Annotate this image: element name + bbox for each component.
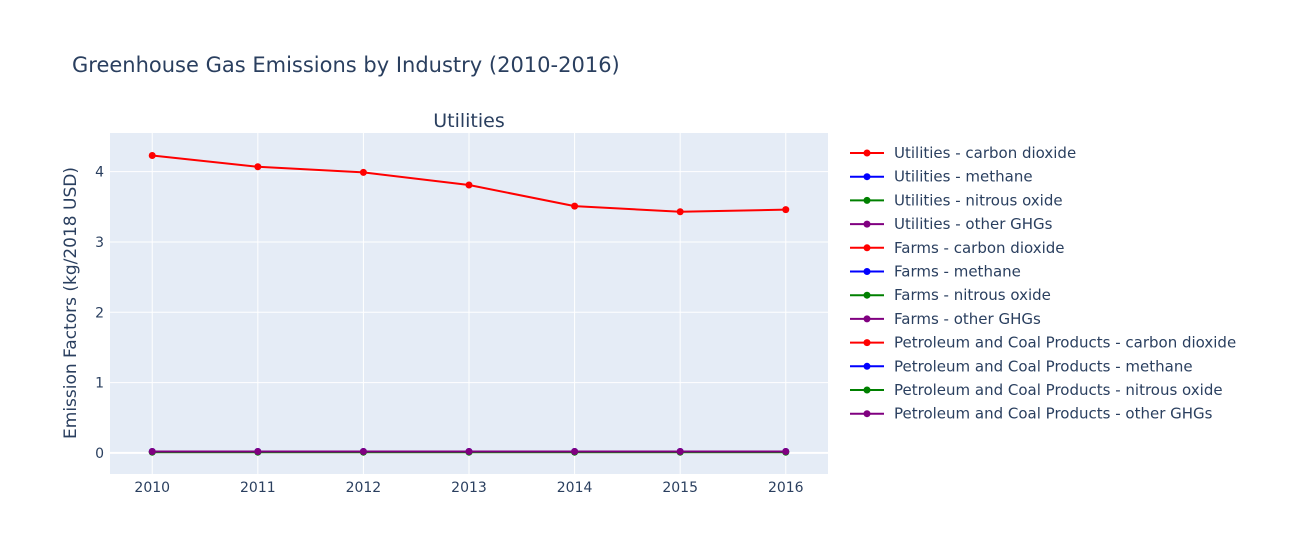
- legend-label: Petroleum and Coal Products - other GHGs: [894, 405, 1213, 423]
- legend-marker: [863, 196, 871, 204]
- data-point: [359, 168, 367, 176]
- legend-marker: [863, 291, 871, 299]
- series: [148, 448, 790, 456]
- data-point: [676, 208, 684, 216]
- y-tick-label: 1: [95, 376, 104, 392]
- legend-marker: [863, 149, 871, 157]
- x-tick-label: 2012: [346, 480, 382, 496]
- legend-item[interactable]: Utilities - methane: [850, 168, 1033, 186]
- legend-marker: [863, 173, 871, 181]
- legend[interactable]: Utilities - carbon dioxide Utilities - me…: [850, 144, 1236, 423]
- data-point: [465, 448, 473, 456]
- series-layer: [148, 151, 790, 456]
- y-tick-label: 4: [95, 165, 104, 181]
- legend-item[interactable]: Utilities - carbon dioxide: [850, 144, 1076, 162]
- legend-item[interactable]: Utilities - other GHGs: [850, 215, 1053, 233]
- x-tick-label: 2011: [240, 480, 276, 496]
- legend-label: Farms - methane: [894, 263, 1021, 281]
- legend-label: Utilities - nitrous oxide: [894, 191, 1063, 209]
- legend-item[interactable]: Petroleum and Coal Products - methane: [850, 357, 1193, 375]
- data-point: [465, 181, 473, 189]
- legend-item[interactable]: Farms - other GHGs: [850, 310, 1041, 328]
- y-tick-label: 2: [95, 305, 104, 321]
- x-tick-label: 2010: [134, 480, 170, 496]
- legend-item[interactable]: Utilities - nitrous oxide: [850, 191, 1063, 209]
- legend-item[interactable]: Petroleum and Coal Products - carbon dio…: [850, 334, 1236, 352]
- legend-label: Petroleum and Coal Products - carbon dio…: [894, 334, 1236, 352]
- series: [148, 151, 790, 216]
- y-tick-label: 0: [95, 446, 104, 462]
- x-tick-label: 2015: [662, 480, 698, 496]
- legend-label: Utilities - carbon dioxide: [894, 144, 1076, 162]
- data-point: [254, 163, 262, 171]
- y-tick-label: 3: [95, 235, 104, 251]
- legend-marker: [863, 315, 871, 323]
- legend-marker: [863, 268, 871, 275]
- legend-item[interactable]: Farms - carbon dioxide: [850, 239, 1065, 257]
- data-point: [148, 448, 156, 456]
- legend-marker: [863, 339, 871, 347]
- y-axis-ticks: 0 1 2 3 4: [95, 165, 104, 462]
- legend-label: Farms - other GHGs: [894, 310, 1041, 328]
- x-tick-label: 2013: [451, 480, 487, 496]
- legend-label: Petroleum and Coal Products - methane: [894, 357, 1193, 375]
- legend-item[interactable]: Petroleum and Coal Products - other GHGs: [850, 405, 1213, 423]
- subplot-title: Utilities: [433, 110, 505, 132]
- legend-marker: [863, 244, 871, 252]
- data-point: [359, 448, 367, 456]
- legend-label: Utilities - methane: [894, 168, 1033, 186]
- data-point: [254, 448, 262, 456]
- data-point: [571, 202, 579, 210]
- legend-marker: [863, 362, 871, 370]
- legend-item[interactable]: Farms - nitrous oxide: [850, 286, 1051, 304]
- legend-label: Farms - carbon dioxide: [894, 239, 1065, 257]
- legend-item[interactable]: Farms - methane: [850, 263, 1021, 281]
- data-point: [782, 206, 790, 214]
- data-point: [571, 448, 579, 456]
- chart-title: Greenhouse Gas Emissions by Industry (20…: [72, 53, 620, 77]
- legend-marker: [863, 220, 871, 228]
- data-point: [148, 151, 156, 159]
- legend-label: Petroleum and Coal Products - nitrous ox…: [894, 381, 1223, 399]
- legend-marker: [863, 410, 871, 418]
- y-axis-title: Emission Factors (kg/2018 USD): [61, 167, 81, 439]
- data-point: [676, 448, 684, 456]
- data-point: [782, 448, 790, 456]
- x-axis-ticks: 2010 2011 2012 2013 2014 2015 2016: [134, 480, 803, 496]
- x-tick-label: 2016: [768, 480, 804, 496]
- legend-marker: [863, 386, 871, 394]
- legend-label: Farms - nitrous oxide: [894, 286, 1051, 304]
- legend-label: Utilities - other GHGs: [894, 215, 1053, 233]
- legend-item[interactable]: Petroleum and Coal Products - nitrous ox…: [850, 381, 1223, 399]
- x-tick-label: 2014: [557, 480, 593, 496]
